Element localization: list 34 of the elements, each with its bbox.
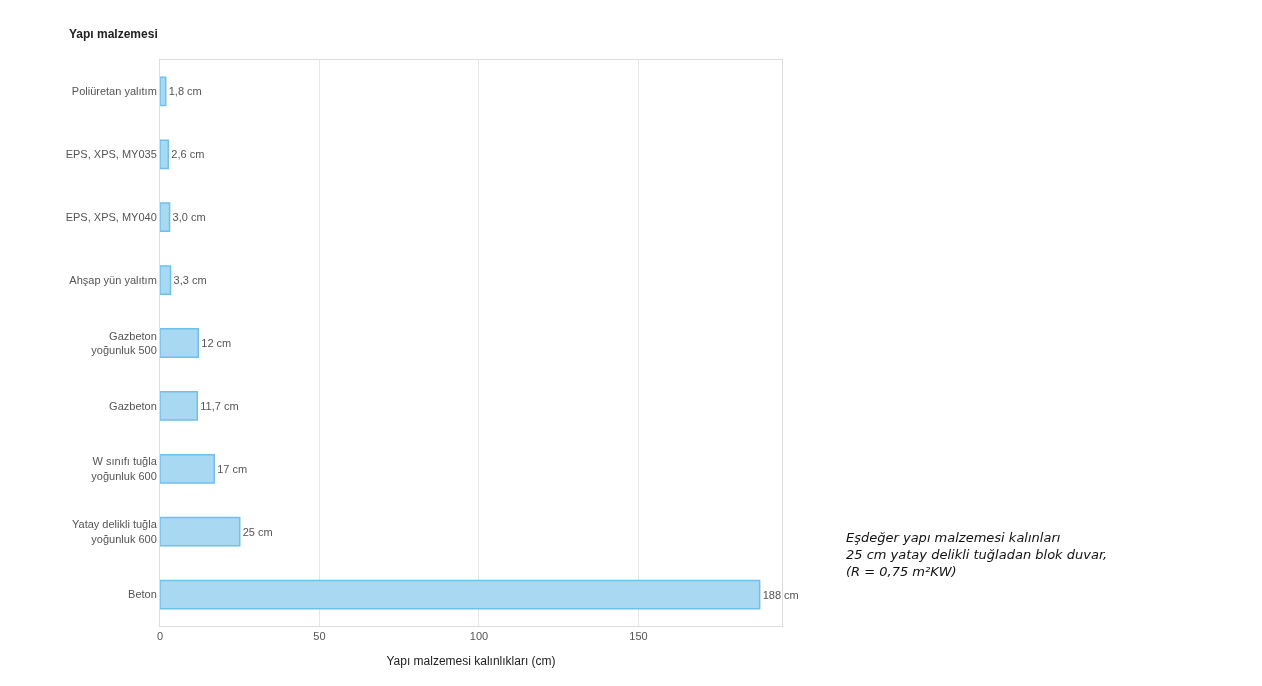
- x-tick-label: 50: [313, 630, 326, 643]
- data-label: 188 cm: [762, 588, 799, 601]
- y-tick-label: Gazbeton yoğunluk 500: [91, 329, 157, 356]
- bar: [160, 328, 200, 358]
- data-label: 12 cm: [201, 337, 232, 349]
- data-label: 17 cm: [217, 462, 248, 475]
- bar: [160, 516, 241, 547]
- y-tick-label: W sınıfı tuğla yoğunluk 600: [91, 455, 158, 482]
- x-tick-label: 100: [469, 630, 489, 643]
- x-axis-title: Yapı malzemesi kalınlıkları (cm): [386, 654, 556, 669]
- y-tick-label: Ahşap yün yalıtım: [69, 273, 157, 286]
- y-tick-label: Poliüretan yalıtım: [71, 85, 157, 98]
- bar: [160, 265, 172, 296]
- y-axis-title: Yapı malzemesi: [69, 27, 158, 41]
- bar: [160, 390, 199, 421]
- data-label: 3,0 cm: [172, 211, 206, 224]
- data-label: 1,8 cm: [168, 85, 202, 98]
- x-tick-label: 150: [629, 630, 648, 643]
- y-tick-label: Gazbeton: [109, 399, 157, 412]
- y-tick-label: Beton: [128, 588, 157, 601]
- y-tick-label: EPS, XPS, MY035: [65, 148, 157, 161]
- bar: [160, 579, 761, 610]
- y-tick-label: Yatay delikli tuğla yoğunluk 600: [72, 518, 158, 545]
- y-tick-label: EPS, XPS, MY040: [65, 211, 157, 224]
- bar: [160, 76, 167, 107]
- data-label: 11,7 cm: [200, 399, 239, 412]
- x-tick-label: 0: [156, 630, 164, 643]
- text: Eşdeğer yapı malzemesi kalınları 25 cm yatay delikli tuğladan blok duvar, (R = 0,75 m²KW): [846, 530, 1108, 579]
- data-label: 25 cm: [242, 525, 273, 538]
- bar: [160, 453, 215, 484]
- bar: [160, 139, 170, 170]
- data-label: 2,6 cm: [171, 148, 205, 161]
- data-label: 3,3 cm: [173, 274, 207, 287]
- bar: [160, 202, 171, 233]
